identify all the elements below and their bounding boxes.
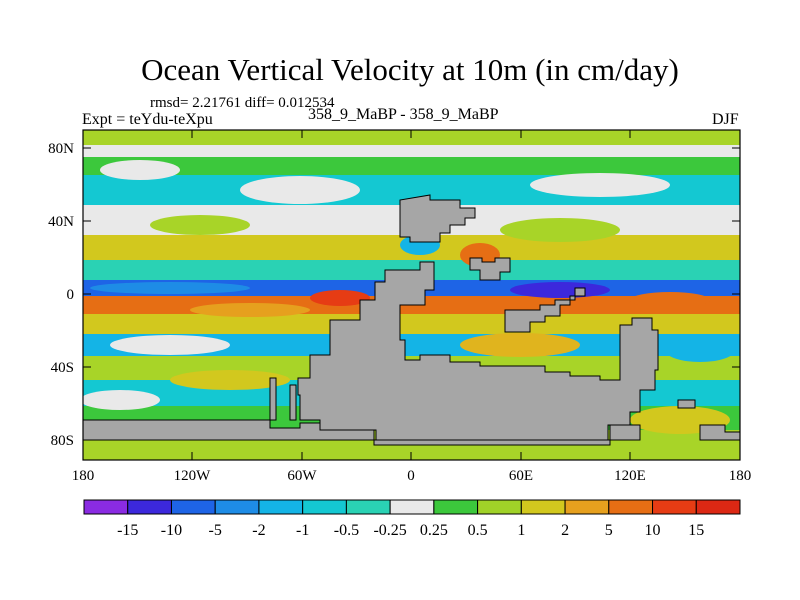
colorbar-box bbox=[695, 499, 741, 515]
colorbar-label: -0.5 bbox=[334, 522, 359, 539]
colorbar-box bbox=[83, 499, 129, 515]
colorbar-label: -1 bbox=[296, 522, 309, 539]
lon-label-0: 0 bbox=[407, 468, 415, 484]
colorbar-label: 2 bbox=[561, 522, 569, 539]
colorbar-label: -2 bbox=[252, 522, 265, 539]
lat-label-80n: 80N bbox=[48, 141, 74, 157]
colorbar-boxes bbox=[83, 499, 741, 515]
rmsd-diff-stats: rmsd= 2.21761 diff= 0.012534 bbox=[150, 95, 335, 111]
colorbar-label: 1 bbox=[517, 522, 525, 539]
colorbar-label: 5 bbox=[605, 522, 613, 539]
colorbar-box bbox=[127, 499, 172, 515]
lat-label-40s: 40S bbox=[51, 360, 74, 376]
colorbar-label: 15 bbox=[688, 522, 704, 539]
lon-label-120w: 120W bbox=[174, 468, 212, 484]
colorbar-labels: -15 -10 -5 -2 -1 -0.5 -0.25 0.25 0.5 1 2 5 10 15 bbox=[117, 522, 704, 539]
map-ticks bbox=[82, 130, 741, 460]
lon-label-120e: 120E bbox=[614, 468, 646, 484]
lon-label-180e: 180 bbox=[729, 468, 752, 484]
land-masks bbox=[83, 194, 740, 446]
colorbar-box bbox=[433, 499, 479, 515]
colorbar-box bbox=[389, 499, 435, 515]
lat-label-eq: 0 bbox=[67, 287, 75, 303]
colorbar-box bbox=[608, 499, 654, 515]
colorbar-box bbox=[520, 499, 566, 515]
lon-label-60e: 60E bbox=[509, 468, 533, 484]
colorbar-box bbox=[345, 499, 391, 515]
colorbar-box bbox=[214, 499, 260, 515]
lat-label-80s: 80S bbox=[51, 433, 74, 449]
experiment-label: Expt = teYdu-teXpu bbox=[82, 111, 213, 128]
colorbar-box bbox=[170, 499, 216, 515]
colorbar-box bbox=[302, 499, 347, 515]
colorbar-label: -0.25 bbox=[373, 522, 406, 539]
colorbar-label: -15 bbox=[117, 522, 138, 539]
lat-label-40n: 40N bbox=[48, 214, 74, 230]
colorbar-label: -5 bbox=[209, 522, 222, 539]
lon-label-180w: 180 bbox=[72, 468, 95, 484]
colorbar-label: 0.25 bbox=[420, 522, 448, 539]
colorbar-box bbox=[652, 499, 697, 515]
colorbar-box bbox=[258, 499, 304, 515]
colorbar-box bbox=[477, 499, 522, 515]
season-label: DJF bbox=[712, 111, 739, 128]
lon-label-60w: 60W bbox=[287, 468, 317, 484]
case-label: 358_9_MaBP - 358_9_MaBP bbox=[308, 106, 499, 123]
colorbar-label: 0.5 bbox=[468, 522, 488, 539]
colorbar-label: -10 bbox=[161, 522, 182, 539]
colorbar-box bbox=[564, 499, 610, 515]
colorbar-label: 10 bbox=[645, 522, 661, 539]
chart-title: Ocean Vertical Velocity at 10m (in cm/da… bbox=[141, 52, 679, 87]
